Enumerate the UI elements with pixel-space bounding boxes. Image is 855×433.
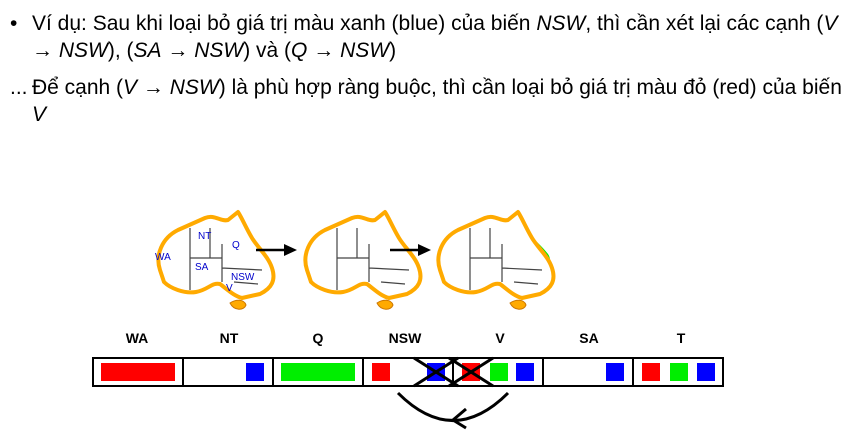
q-green-value (281, 363, 355, 381)
header-t: T (677, 330, 686, 346)
sa-blue-value (606, 363, 624, 381)
figure: WA NT Q SA NSW V WA NT Q NSW V SA T (92, 210, 724, 430)
text: Để cạnh ( (32, 76, 124, 99)
nt-blue-value (246, 363, 264, 381)
bullet: • (10, 12, 18, 35)
arrow: → (142, 76, 164, 99)
slide-text: • Ví dụ: Sau khi loại bỏ giá trị màu xan… (10, 10, 845, 128)
arrow: → (167, 39, 189, 62)
map-label-q: Q (232, 240, 240, 251)
text: ) là phù hợp ràng buộc, thì cần loại bỏ … (218, 76, 842, 99)
wa-red-value (101, 363, 175, 381)
text: ) (389, 39, 397, 62)
map-3 (436, 210, 556, 312)
arc-consistency-arrow (396, 391, 510, 430)
domain-headers: WA NT Q NSW V SA T (126, 330, 686, 346)
var: V (823, 12, 838, 35)
var: NSW (58, 39, 108, 62)
text: Ví dụ: Sau khi loại bỏ giá trị màu xanh … (32, 12, 537, 35)
ellipsis: ... (10, 76, 28, 99)
header-nsw: NSW (389, 330, 422, 346)
header-q: Q (313, 330, 324, 346)
var: V (123, 76, 138, 99)
text: ), ( (107, 39, 134, 62)
var: V (32, 103, 47, 126)
var: NSW (169, 76, 219, 99)
arrow: → (32, 39, 53, 62)
map-label-sa: SA (195, 262, 209, 273)
header-v: V (495, 330, 505, 346)
header-nt: NT (220, 330, 239, 346)
text: , thì cần xét lại các cạnh ( (585, 12, 824, 35)
map-label-nt: NT (198, 231, 211, 242)
t-green-value (670, 363, 688, 381)
header-wa: WA (126, 330, 149, 346)
header-sa: SA (579, 330, 598, 346)
text: ) và ( (243, 39, 292, 62)
map-label-wa: WA (155, 252, 171, 263)
t-red-value (642, 363, 660, 381)
t-blue-value (697, 363, 715, 381)
map-1: WA NT Q SA NSW V (155, 210, 276, 312)
example-paragraph: • Ví dụ: Sau khi loại bỏ giá trị màu xan… (10, 10, 845, 64)
var: NSW (194, 39, 244, 62)
transition-arrow (256, 244, 297, 256)
map-2 (303, 210, 423, 312)
v-green-value (490, 363, 508, 381)
var: NSW (536, 12, 586, 35)
var: Q (291, 39, 308, 62)
var: SA (133, 39, 162, 62)
domain-table (92, 356, 724, 388)
consequence-paragraph: ... Để cạnh (V → NSW) là phù hợp ràng bu… (10, 74, 845, 128)
arrow: → (313, 39, 335, 62)
v-blue-value (516, 363, 534, 381)
nsw-red-value (372, 363, 390, 381)
transition-arrow (390, 244, 431, 256)
var: NSW (340, 39, 390, 62)
map-label-v: V (226, 283, 233, 294)
map-label-nsw: NSW (231, 272, 255, 283)
